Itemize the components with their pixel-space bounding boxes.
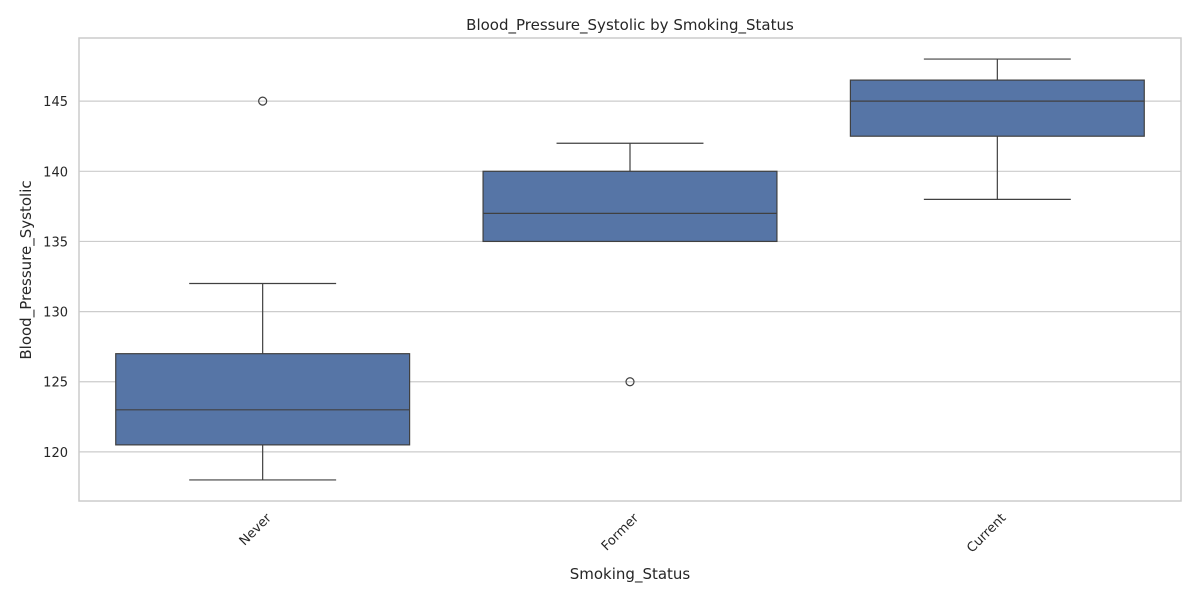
outlier-point [258, 96, 268, 106]
box-group-current [849, 58, 1145, 200]
x-tick-label-current: Current [964, 511, 1009, 556]
x-tick-labels: Never Former Current [237, 510, 1010, 556]
x-tick-label-never: Never [237, 510, 275, 548]
y-tick-label: 145 [43, 95, 68, 110]
y-tick-label: 125 [43, 376, 68, 391]
y-tick-labels: 120 125 130 135 140 145 [43, 95, 68, 461]
x-axis-label: Smoking_Status [570, 565, 691, 584]
iqr-box [115, 353, 411, 446]
y-tick-label: 120 [43, 446, 68, 461]
boxes-layer [115, 58, 1145, 481]
iqr-box [849, 79, 1145, 137]
outlier-point [625, 377, 635, 387]
y-tick-label: 140 [43, 165, 68, 180]
iqr-box [482, 170, 778, 243]
y-tick-label: 130 [43, 306, 68, 321]
y-axis-label: Blood_Pressure_Systolic [17, 180, 36, 359]
y-tick-label: 135 [43, 235, 68, 250]
box-group-never [115, 96, 411, 481]
box-group-former [482, 142, 778, 387]
plot-frame [78, 37, 1182, 502]
chart-title: Blood_Pressure_Systolic by Smoking_Statu… [466, 16, 794, 35]
x-tick-label-former: Former [599, 510, 643, 554]
